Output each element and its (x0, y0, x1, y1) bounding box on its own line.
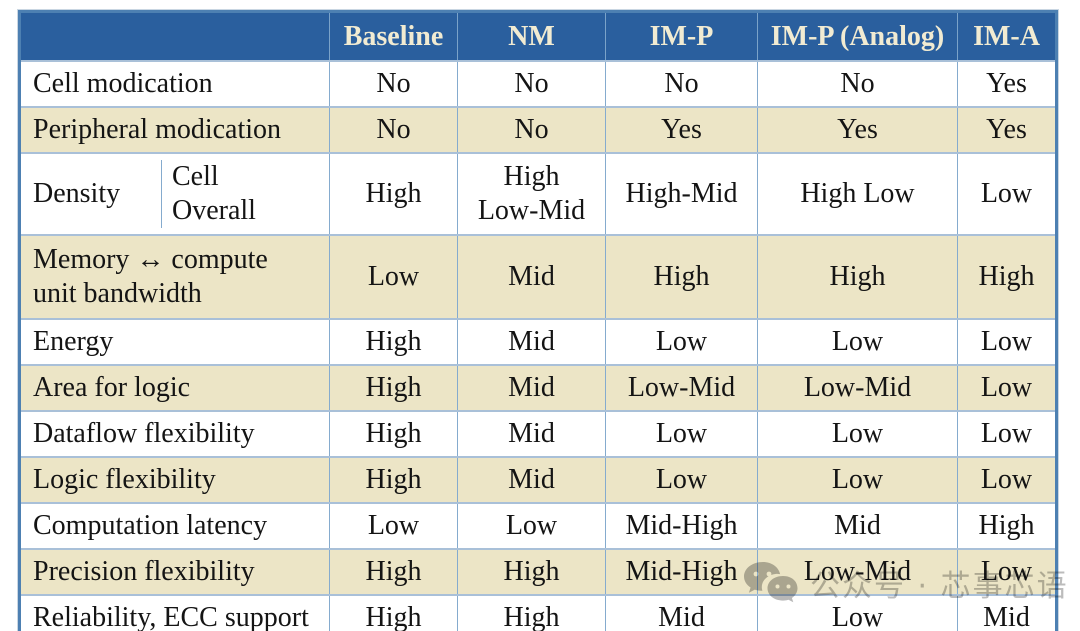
table-row-cell-modication: Cell modication No No No No Yes (21, 60, 1055, 106)
table-row-area-for-logic: Area for logic High Mid Low-Mid Low-Mid … (21, 364, 1055, 410)
row-label: Peripheral modication (33, 114, 282, 146)
header-corner-cell (21, 13, 329, 60)
cell-value: Low (957, 154, 1055, 234)
cell-value: High Low (757, 154, 957, 234)
table-row-energy: Energy High Mid Low Low Low (21, 318, 1055, 364)
cell-value: High (329, 320, 457, 364)
cell-value: Low (757, 412, 957, 456)
cell-value: High (457, 550, 605, 594)
cell-value: Low (957, 366, 1055, 410)
cell-value: Low (757, 320, 957, 364)
comparison-table: Baseline NM IM-P IM-P (Analog) IM-A Cell… (18, 10, 1058, 631)
row-label: Computation latency (33, 510, 268, 542)
cell-value: Low (957, 458, 1055, 502)
column-header-baseline: Baseline (329, 13, 457, 60)
cell-value: Low-Mid (757, 366, 957, 410)
table-row-reliability-ecc: Reliability, ECC support High High Mid L… (21, 594, 1055, 631)
column-header-nm: NM (457, 13, 605, 60)
cell-value: Low (457, 504, 605, 548)
cell-value: Mid (457, 236, 605, 318)
cell-value: Low (605, 412, 757, 456)
cell-value: Yes (957, 108, 1055, 152)
density-sublabel-overall: Overall (172, 195, 256, 226)
row-label: Energy (33, 326, 114, 358)
column-header-im-p: IM-P (605, 13, 757, 60)
cell-value: Low (329, 504, 457, 548)
table-row-memory-bandwidth: Memory ↔ compute unit bandwidth Low Mid … (21, 234, 1055, 318)
cell-value: No (329, 108, 457, 152)
cell-value: High (329, 596, 457, 631)
cell-value: Low (957, 550, 1055, 594)
cell-value: Mid (757, 504, 957, 548)
cell-value: High (605, 236, 757, 318)
cell-value: Low-Mid (757, 550, 957, 594)
row-label: Precision flexibility (33, 556, 255, 588)
cell-value: High (329, 154, 457, 234)
cell-value: Low (757, 596, 957, 631)
cell-value: No (457, 62, 605, 106)
row-label: Area for logic (33, 372, 191, 404)
cell-value: Low (329, 236, 457, 318)
cell-value: Low (605, 320, 757, 364)
cell-value: Mid (457, 458, 605, 502)
table-row-peripheral-modication: Peripheral modication No No Yes Yes Yes (21, 106, 1055, 152)
cell-value: No (329, 62, 457, 106)
cell-value: No (605, 62, 757, 106)
row-label: Memory ↔ compute unit bandwidth (33, 244, 268, 309)
cell-value: Low (957, 320, 1055, 364)
cell-value: Low (957, 412, 1055, 456)
table-row-density: Density Cell Overall High High Low-Mid H… (21, 152, 1055, 234)
density-label: Density (33, 178, 121, 210)
cell-value: High (957, 504, 1055, 548)
cell-value: High-Mid (605, 154, 757, 234)
cell-value: High (329, 366, 457, 410)
cell-value: No (757, 62, 957, 106)
column-header-im-p-analog: IM-P (Analog) (757, 13, 957, 60)
cell-value: Mid (457, 412, 605, 456)
cell-value: Mid (457, 366, 605, 410)
cell-value: Mid (605, 596, 757, 631)
row-label: Dataflow flexibility (33, 418, 255, 450)
table-row-dataflow-flexibility: Dataflow flexibility High Mid Low Low Lo… (21, 410, 1055, 456)
density-sublabels: Cell Overall (161, 160, 329, 228)
row-label-density: Density Cell Overall (21, 154, 329, 234)
table-row-computation-latency: Computation latency Low Low Mid-High Mid… (21, 502, 1055, 548)
cell-value: High (329, 550, 457, 594)
column-header-im-a: IM-A (957, 13, 1055, 60)
cell-value: High Low-Mid (457, 154, 605, 234)
cell-value: Yes (957, 62, 1055, 106)
cell-value: High (757, 236, 957, 318)
cell-value: High (457, 596, 605, 631)
cell-value: Low-Mid (605, 366, 757, 410)
cell-value: High (329, 412, 457, 456)
cell-value: Yes (605, 108, 757, 152)
row-label: Logic flexibility (33, 464, 216, 496)
table-row-precision-flexibility: Precision flexibility High High Mid-High… (21, 548, 1055, 594)
density-sublabel-cell: Cell (172, 161, 219, 193)
table-header-row: Baseline NM IM-P IM-P (Analog) IM-A (21, 13, 1055, 60)
cell-value: Mid (457, 320, 605, 364)
row-label: Cell modication (33, 68, 213, 100)
cell-value: Yes (757, 108, 957, 152)
cell-value: Low (757, 458, 957, 502)
cell-value: Mid (957, 596, 1055, 631)
cell-value: No (457, 108, 605, 152)
table-row-logic-flexibility: Logic flexibility High Mid Low Low Low (21, 456, 1055, 502)
cell-value: Mid-High (605, 550, 757, 594)
cell-value: High (329, 458, 457, 502)
cell-value: Mid-High (605, 504, 757, 548)
row-label: Reliability, ECC support (33, 602, 309, 631)
cell-value: High (957, 236, 1055, 318)
cell-value: Low (605, 458, 757, 502)
